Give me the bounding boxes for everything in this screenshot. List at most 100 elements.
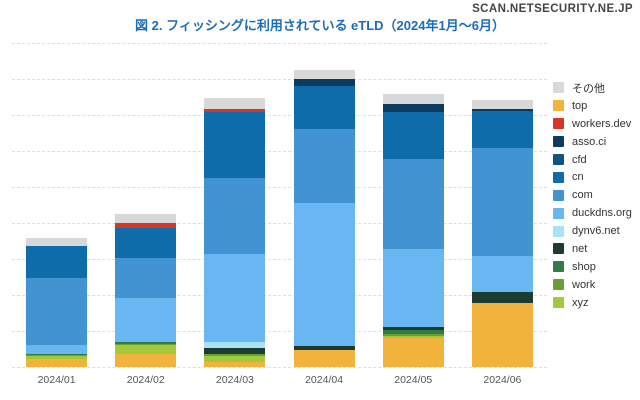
bar-segment-top [293,350,355,367]
bar-segment-work [115,344,177,345]
bar-segment-work [382,334,444,336]
gridline [12,43,547,44]
bar-segment-duckdns_org [293,203,355,346]
legend-label: duckdns.org [572,207,632,220]
bar-segment-com [204,178,266,254]
bar-segment-cn [471,111,533,148]
x-axis-label: 2024/06 [483,374,522,386]
bar-segment-xyz [382,336,444,338]
bar-segment-net [204,348,266,354]
gridline [12,79,547,80]
bar-segment-top [471,303,533,367]
legend-item-asso_ci: asso.ci [553,133,632,151]
legend-label: その他 [572,82,605,95]
x-axis-label: 2024/01 [37,374,76,386]
legend-item-workers_dev: workers.dev [553,115,632,133]
bar-segment-shop [382,330,444,334]
bar-segment-cn [204,112,266,178]
bar-segment-asso_ci [382,104,444,112]
bar-segment-com [26,278,88,345]
legend-label: asso.ci [572,135,607,148]
bar-segment-shop [26,354,88,355]
bar-segment-asso_ci [293,79,355,86]
bar-segment-asso_ci [471,109,533,111]
bar-segment-cn [26,246,88,278]
bar-segment-cn [382,112,444,159]
bar-segment-sonota [26,238,88,246]
legend: その他 top workers.dev asso.ci cfd cn com duckdns.… [553,79,632,312]
legend-item-net: net [553,240,632,258]
x-axis-label: 2024/04 [305,374,344,386]
gridline [12,115,547,116]
legend-item-top: top [553,97,632,115]
x-axis-labels: 2024/01 2024/02 2024/03 2024/04 2024/05 2024/… [12,374,547,390]
legend-label: top [572,99,588,112]
stacked-bar-2024/05 [382,94,444,367]
legend-swatch-icon [553,171,564,183]
bar-segment-top [382,338,444,367]
x-axis-baseline [12,367,547,368]
bar-segment-work [204,354,266,356]
legend-label: dynv6.net [572,225,620,238]
gridline [12,295,547,296]
bar-segment-xyz [115,345,177,354]
gridline [12,259,547,260]
legend-item-xyz: xyz [553,294,632,312]
bar-segment-xyz [204,356,266,362]
bar-segment-duckdns_org [26,345,88,354]
legend-swatch-icon [553,154,564,165]
bar-segment-sonota [293,70,355,79]
bar-segment-workers_dev [115,223,177,228]
gridline [12,151,547,152]
bar-segment-net [293,346,355,350]
legend-item-com: com [553,186,632,204]
stacked-bar-2024/02 [115,214,177,367]
legend-swatch-icon [553,261,564,273]
bar-segment-workers_dev [204,109,266,112]
legend-item-shop: shop [553,258,632,276]
bar-segment-sonota [471,100,533,109]
legend-swatch-icon [553,118,564,130]
bar-segment-duckdns_org [204,254,266,342]
legend-swatch-icon [553,82,564,94]
x-axis-label: 2024/02 [126,374,165,386]
legend-item-cn: cn [553,168,632,186]
legend-label: com [572,189,593,202]
legend-swatch-icon [553,100,564,112]
bar-segment-duckdns_org [115,298,177,342]
legend-item-dynv6_net: dynv6.net [553,222,632,240]
legend-swatch-icon [553,189,564,201]
legend-swatch-icon [553,279,564,291]
plot-area [12,43,547,368]
bar-segment-net [382,327,444,330]
bar-segment-shop [115,342,177,344]
bar-segment-xyz [26,356,88,359]
x-axis-label: 2024/03 [215,374,254,386]
stacked-bar-2024/06 [471,100,533,367]
legend-item-sonota: その他 [553,79,632,97]
bar-segment-cn [115,228,177,258]
bar-segment-com [382,159,444,249]
legend-item-duckdns_org: duckdns.org [553,204,632,222]
bar-segment-sonota [382,94,444,104]
bar-segment-sonota [204,98,266,109]
gridline [12,187,547,188]
legend-label: xyz [572,296,589,309]
bar-segment-dynv6_net [204,342,266,348]
stacked-bar-2024/01 [26,238,88,367]
legend-item-work: work [553,276,632,294]
bar-segment-sonota [115,214,177,223]
legend-label: work [572,278,596,291]
gridline [12,223,547,224]
legend-label: shop [572,260,596,273]
stacked-bar-2024/03 [204,98,266,367]
bar-segment-top [115,354,177,367]
legend-item-cfd: cfd [553,151,632,169]
legend-label: workers.dev [572,117,632,130]
x-axis-label: 2024/05 [394,374,433,386]
legend-label: cfd [572,153,587,166]
legend-swatch-icon [553,136,564,148]
legend-swatch-icon [553,243,564,255]
bar-segment-net [471,292,533,303]
legend-label: net [572,242,588,255]
